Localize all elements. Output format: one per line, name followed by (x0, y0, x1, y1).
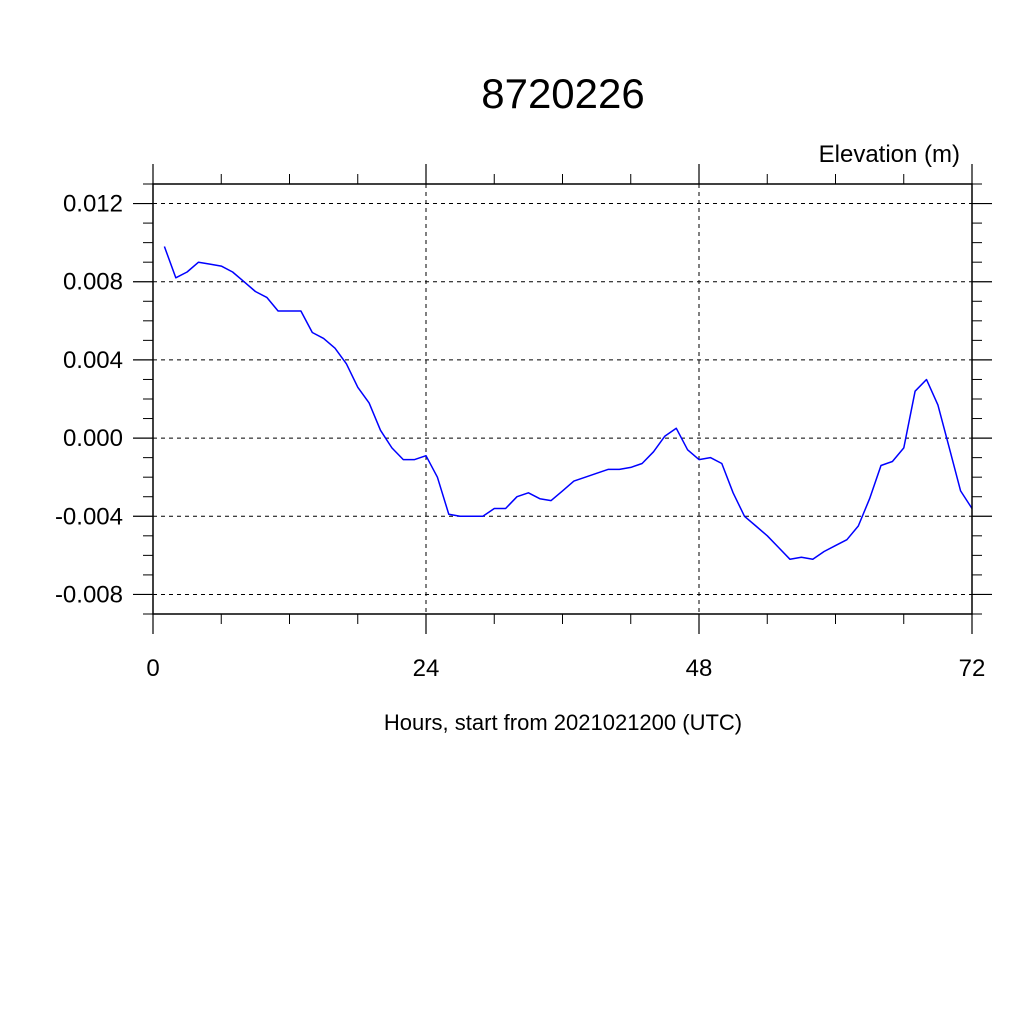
x-tick-label: 24 (413, 655, 440, 682)
major-ticks (133, 164, 992, 634)
tick-labels: 0.012 0.008 0.004 0.000 -0.004 -0.008 0 24 48 72 (55, 191, 985, 682)
y-tick-label: 0.012 (63, 191, 123, 218)
plot-frame (152, 183, 973, 615)
grid-lines (153, 184, 972, 614)
y-tick-label: 0.000 (63, 425, 123, 452)
y-axis-label: Elevation (m) (819, 141, 960, 168)
y-tick-label: -0.004 (55, 503, 123, 530)
minor-ticks (143, 174, 982, 624)
chart-title: 8720226 (481, 70, 645, 117)
x-tick-label: 72 (959, 655, 986, 682)
x-axis-label: Hours, start from 2021021200 (UTC) (384, 710, 742, 735)
series-line (163, 246, 973, 561)
y-tick-label: -0.008 (55, 581, 123, 608)
series-layer (163, 246, 973, 561)
x-tick-label: 0 (146, 655, 159, 682)
y-tick-label: 0.004 (63, 347, 123, 374)
x-tick-label: 48 (686, 655, 713, 682)
y-tick-label: 0.008 (63, 269, 123, 296)
